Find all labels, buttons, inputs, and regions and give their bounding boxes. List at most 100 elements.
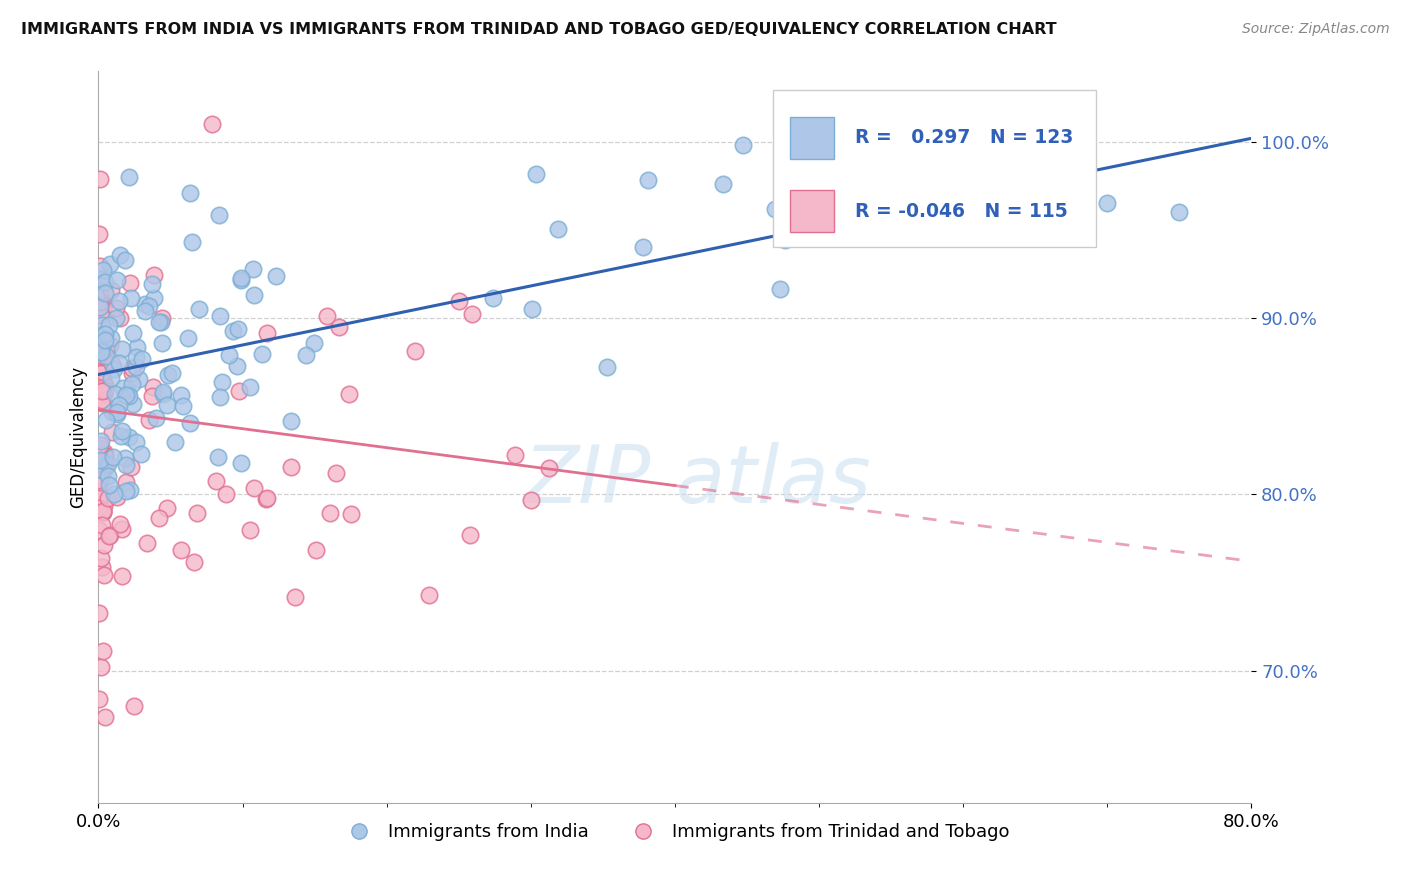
Point <box>143 291 166 305</box>
Point <box>447 294 470 309</box>
Point <box>94 327 117 342</box>
Point <box>226 359 249 373</box>
Point <box>94 383 117 397</box>
Point <box>340 507 363 521</box>
Point <box>89 438 111 452</box>
Point <box>229 456 252 470</box>
Point <box>105 301 128 315</box>
Point <box>141 389 163 403</box>
Point <box>280 460 302 475</box>
Point <box>254 491 277 506</box>
Point <box>177 331 200 345</box>
Point <box>89 473 111 487</box>
Point <box>90 560 112 574</box>
Point <box>981 155 1004 169</box>
Point <box>91 518 114 533</box>
Point <box>97 468 120 483</box>
Point <box>121 376 143 391</box>
Point <box>763 202 786 216</box>
Point <box>637 173 659 187</box>
Point <box>328 319 350 334</box>
Point <box>89 259 111 273</box>
Point <box>90 463 112 477</box>
Point <box>115 483 138 498</box>
Text: R =   0.297   N = 123: R = 0.297 N = 123 <box>855 128 1073 147</box>
Point <box>131 352 153 367</box>
Point <box>280 414 302 428</box>
Point <box>97 478 120 492</box>
Point <box>91 263 114 277</box>
Point <box>503 448 526 462</box>
Point <box>128 372 150 386</box>
Point <box>773 233 796 247</box>
Point <box>90 434 112 448</box>
Point <box>90 551 112 566</box>
Point <box>316 309 339 323</box>
Point <box>138 299 160 313</box>
Point <box>97 491 120 506</box>
Point <box>1097 195 1119 210</box>
Point <box>90 660 112 674</box>
Point <box>118 276 141 290</box>
Point <box>115 388 138 402</box>
Point <box>418 589 440 603</box>
Point <box>97 529 120 543</box>
Point <box>94 413 117 427</box>
Point <box>108 398 131 412</box>
Point <box>179 186 201 200</box>
Point <box>89 271 111 285</box>
Point <box>93 538 115 552</box>
Point <box>143 268 166 282</box>
Point <box>150 311 173 326</box>
Point <box>118 169 141 184</box>
Point <box>120 483 142 497</box>
Point <box>89 360 111 375</box>
Point <box>108 311 131 326</box>
Point <box>631 240 654 254</box>
Point <box>264 269 287 284</box>
Point <box>117 386 139 401</box>
Point <box>170 542 193 557</box>
Point <box>127 340 149 354</box>
Point <box>118 389 141 403</box>
Point <box>98 257 121 271</box>
Point <box>461 307 484 321</box>
Point <box>94 450 117 464</box>
Point <box>91 340 114 354</box>
Point <box>111 569 134 583</box>
Point <box>101 357 124 371</box>
Point <box>97 457 120 471</box>
Point <box>208 390 231 404</box>
Point <box>129 447 152 461</box>
Point <box>520 493 543 508</box>
Point <box>145 410 167 425</box>
Point <box>105 273 128 287</box>
Point <box>89 524 111 538</box>
Point <box>89 475 111 490</box>
Point <box>284 591 307 605</box>
Point <box>91 302 114 317</box>
FancyBboxPatch shape <box>773 90 1095 247</box>
Point <box>89 607 111 621</box>
Point <box>181 235 204 249</box>
Point <box>115 458 138 472</box>
Point <box>103 361 125 376</box>
Point <box>91 644 114 658</box>
Point <box>91 318 114 332</box>
Point <box>162 367 184 381</box>
Point <box>186 507 208 521</box>
Point <box>103 487 125 501</box>
Point <box>205 474 228 488</box>
Point <box>110 429 132 443</box>
Point <box>89 501 111 516</box>
Point <box>93 386 115 401</box>
Point <box>93 327 115 342</box>
Point <box>120 460 142 475</box>
Point <box>93 343 115 358</box>
Point <box>93 568 115 582</box>
Point <box>731 137 754 152</box>
Point <box>108 294 131 309</box>
Point <box>226 322 249 336</box>
Point <box>148 511 170 525</box>
Point <box>547 221 569 235</box>
